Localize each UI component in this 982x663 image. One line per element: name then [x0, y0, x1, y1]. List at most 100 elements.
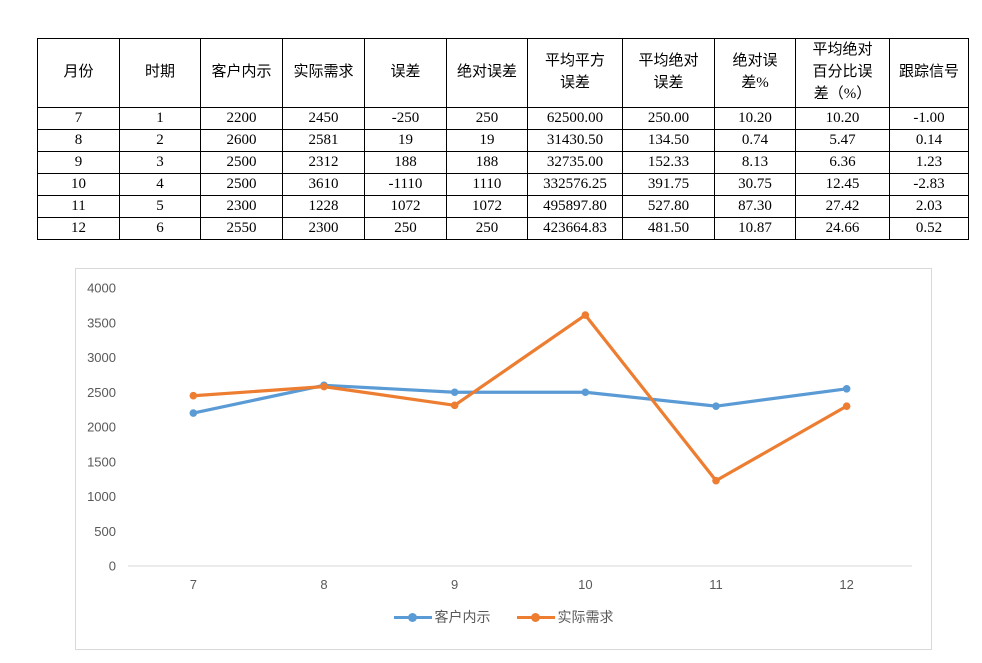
table-cell[interactable]: 7 [37, 107, 120, 130]
data-point[interactable] [320, 382, 328, 391]
y-axis-tick-label: 1500 [87, 454, 116, 469]
data-point[interactable] [581, 311, 590, 319]
table-cell[interactable]: 134.50 [622, 129, 715, 152]
table-cell[interactable]: 3610 [282, 173, 365, 196]
data-point[interactable] [450, 401, 459, 410]
table-cell[interactable]: -1.00 [889, 107, 969, 130]
table-cell[interactable]: 2581 [282, 129, 365, 152]
table-cell[interactable]: 481.50 [622, 217, 715, 240]
table-cell[interactable]: 10 [37, 173, 120, 196]
table-cell[interactable]: 250 [364, 217, 447, 240]
table-cell[interactable]: 5 [119, 195, 201, 218]
table-cell[interactable]: 10.20 [714, 107, 796, 130]
table-cell[interactable]: 188 [364, 151, 447, 174]
table-cell[interactable]: 527.80 [622, 195, 715, 218]
table-cell[interactable]: 2600 [200, 129, 283, 152]
table-cell[interactable]: 250 [446, 217, 528, 240]
column-header[interactable]: 平均平方 误差 [527, 38, 623, 108]
legend-item[interactable]: 实际需求 [516, 607, 614, 627]
table-cell[interactable]: 12.45 [795, 173, 890, 196]
column-header[interactable]: 跟踪信号 [889, 38, 969, 108]
table-cell[interactable]: 1072 [364, 195, 447, 218]
table-cell[interactable]: 8.13 [714, 151, 796, 174]
table-cell[interactable]: -1110 [364, 173, 447, 196]
column-header[interactable]: 绝对误 差% [714, 38, 796, 108]
table-cell[interactable]: 391.75 [622, 173, 715, 196]
column-header[interactable]: 平均绝对 误差 [622, 38, 715, 108]
column-header[interactable]: 客户内示 [200, 38, 283, 108]
table-cell[interactable]: 2200 [200, 107, 283, 130]
table-cell[interactable]: 1072 [446, 195, 528, 218]
table-cell[interactable]: 19 [446, 129, 528, 152]
table-cell[interactable]: 10.87 [714, 217, 796, 240]
data-point[interactable] [842, 384, 851, 393]
table-cell[interactable]: 1110 [446, 173, 528, 196]
data-point[interactable] [712, 476, 720, 485]
table-cell[interactable]: 2500 [200, 173, 283, 196]
table-cell[interactable]: 2550 [200, 217, 283, 240]
table-cell[interactable]: 19 [364, 129, 447, 152]
series-line-actual[interactable] [191, 313, 849, 483]
table-row: 10 4 2500 3610 -1110 1110 332576.25 391.75 30.75… [37, 173, 969, 196]
table-cell[interactable]: 9 [37, 151, 120, 174]
data-point[interactable] [450, 388, 459, 397]
table-cell[interactable]: 332576.25 [527, 173, 623, 196]
table-cell[interactable]: 2500 [200, 151, 283, 174]
column-header[interactable]: 时期 [119, 38, 201, 108]
column-header[interactable]: 平均绝对 百分比误 差（%） [795, 38, 890, 108]
table-cell[interactable]: 1 [119, 107, 201, 130]
table-cell[interactable]: 0.74 [714, 129, 796, 152]
data-point[interactable] [581, 388, 590, 397]
table-cell[interactable]: 152.33 [622, 151, 715, 174]
table-cell[interactable]: 0.14 [889, 129, 969, 152]
chart-legend: 客户内示 实际需求 [76, 607, 931, 627]
x-axis-tick-label: 9 [451, 577, 458, 592]
table-cell[interactable]: 12 [37, 217, 120, 240]
table-cell[interactable]: -2.83 [889, 173, 969, 196]
column-header[interactable]: 月份 [37, 38, 120, 108]
table-cell[interactable]: 2300 [282, 217, 365, 240]
table-cell[interactable]: 188 [446, 151, 528, 174]
table-cell[interactable]: 495897.80 [527, 195, 623, 218]
series-line-forecast[interactable] [191, 383, 849, 415]
table-row: 7 1 2200 2450 -250 250 62500.00 250.00 10.20 10.2… [37, 107, 969, 130]
table-cell[interactable]: 2300 [200, 195, 283, 218]
table-cell[interactable]: 250.00 [622, 107, 715, 130]
table-cell[interactable]: 10.20 [795, 107, 890, 130]
table-cell[interactable]: 1.23 [889, 151, 969, 174]
data-point[interactable] [189, 391, 198, 400]
table-cell[interactable]: 30.75 [714, 173, 796, 196]
table-cell[interactable]: 27.42 [795, 195, 890, 218]
table-cell[interactable]: 6 [119, 217, 201, 240]
table-cell[interactable]: 62500.00 [527, 107, 623, 130]
x-axis-tick-label: 10 [578, 577, 592, 592]
column-header[interactable]: 实际需求 [282, 38, 365, 108]
table-cell[interactable]: 87.30 [714, 195, 796, 218]
table-cell[interactable]: 3 [119, 151, 201, 174]
table-cell[interactable]: 2 [119, 129, 201, 152]
table-cell[interactable]: -250 [364, 107, 447, 130]
table-cell[interactable]: 6.36 [795, 151, 890, 174]
table-cell[interactable]: 2.03 [889, 195, 969, 218]
data-point[interactable] [189, 409, 198, 417]
column-header[interactable]: 绝对误差 [446, 38, 528, 108]
table-cell[interactable]: 423664.83 [527, 217, 623, 240]
table-cell[interactable]: 2450 [282, 107, 365, 130]
demand-line-chart[interactable]: 0 500 1000 1500 2000 2500 3000 3500 4000 7 8 9 10 11 1… [75, 268, 932, 650]
table-cell[interactable]: 31430.50 [527, 129, 623, 152]
legend-line-marker-icon [516, 612, 555, 623]
table-cell[interactable]: 24.66 [795, 217, 890, 240]
table-cell[interactable]: 32735.00 [527, 151, 623, 174]
table-cell[interactable]: 0.52 [889, 217, 969, 240]
table-cell[interactable]: 250 [446, 107, 528, 130]
data-point[interactable] [842, 402, 851, 410]
table-cell[interactable]: 11 [37, 195, 120, 218]
table-cell[interactable]: 5.47 [795, 129, 890, 152]
table-cell[interactable]: 1228 [282, 195, 365, 218]
table-cell[interactable]: 8 [37, 129, 120, 152]
column-header[interactable]: 误差 [364, 38, 447, 108]
table-cell[interactable]: 4 [119, 173, 201, 196]
table-cell[interactable]: 2312 [282, 151, 365, 174]
data-point[interactable] [712, 402, 720, 410]
legend-item[interactable]: 客户内示 [393, 607, 491, 627]
